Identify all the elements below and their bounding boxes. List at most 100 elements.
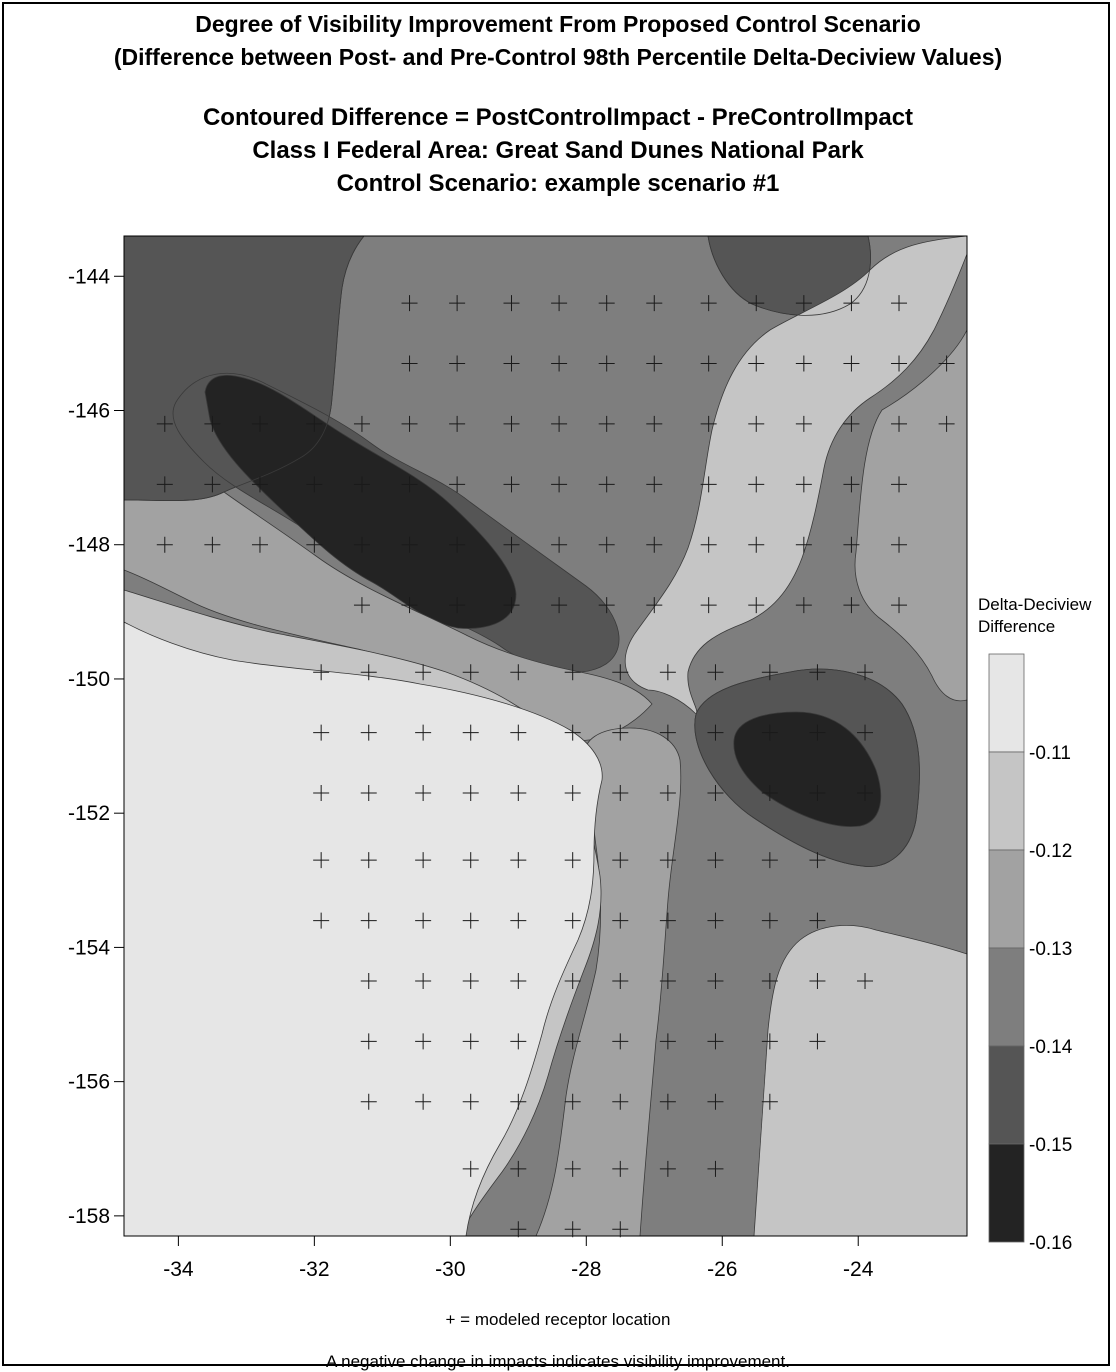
receptor-marker (598, 476, 615, 493)
footnote: A negative change in impacts indicates v… (326, 1352, 790, 1371)
legend-level-label: -0.12 (1029, 841, 1072, 862)
x-tick-label: -24 (843, 1258, 874, 1281)
legend-swatch (988, 751, 1025, 851)
receptor-marker (503, 355, 520, 372)
receptor-marker (449, 536, 466, 553)
receptor-marker (449, 597, 466, 614)
receptor-marker (795, 597, 812, 614)
receptor-marker (313, 664, 330, 681)
receptor-marker (360, 912, 377, 929)
receptor-marker (795, 355, 812, 372)
receptor-marker (564, 852, 581, 869)
receptor-marker (510, 972, 527, 989)
subtitle-line-3: Control Scenario: example scenario #1 (336, 170, 780, 197)
receptor-marker (510, 1221, 527, 1238)
receptor-marker (415, 664, 432, 681)
receptor-marker (891, 355, 908, 372)
receptor-marker (462, 1093, 479, 1110)
receptor-marker (707, 724, 724, 741)
receptor-marker (598, 295, 615, 312)
receptor-marker (843, 536, 860, 553)
subtitle-line-2: Class I Federal Area: Great Sand Dunes N… (252, 137, 864, 164)
contour-band (624, 236, 967, 715)
receptor-marker (857, 972, 874, 989)
receptor-marker (510, 1093, 527, 1110)
receptor-marker (415, 724, 432, 741)
receptor-marker (401, 295, 418, 312)
receptor-marker (748, 476, 765, 493)
receptor-marker (251, 415, 268, 432)
receptor-marker (462, 912, 479, 929)
receptor-marker (700, 295, 717, 312)
receptor-marker (360, 1033, 377, 1050)
receptor-marker (415, 852, 432, 869)
receptor-marker (795, 415, 812, 432)
receptor-marker (646, 295, 663, 312)
receptor-marker (748, 295, 765, 312)
receptor-marker (659, 852, 676, 869)
receptor-marker (843, 597, 860, 614)
receptor-marker (360, 972, 377, 989)
receptor-marker (598, 355, 615, 372)
receptor-marker (564, 1221, 581, 1238)
receptor-marker (415, 912, 432, 929)
receptor-marker (748, 597, 765, 614)
receptor-marker (857, 664, 874, 681)
receptor-marker (748, 355, 765, 372)
legend-title-line: Difference (978, 617, 1055, 636)
legend: Delta-Deciview Difference -0.11 -0.12 -0.13 -… (978, 595, 1092, 1254)
receptor-marker (761, 972, 778, 989)
receptor-marker (891, 415, 908, 432)
receptor-marker (707, 1160, 724, 1177)
receptor-marker (353, 476, 370, 493)
receptor-marker (891, 476, 908, 493)
contour-band (124, 621, 603, 1236)
plot-border (123, 235, 968, 1237)
receptor-marker (510, 664, 527, 681)
receptor-marker (700, 476, 717, 493)
receptor-marker (761, 1093, 778, 1110)
receptor-marker (551, 295, 568, 312)
receptor-marker (761, 912, 778, 929)
receptor-marker (612, 724, 629, 741)
receptor-marker (761, 724, 778, 741)
receptor-marker (360, 664, 377, 681)
receptor-marker (415, 1093, 432, 1110)
subtitle-line-1: Contoured Difference = PostControlImpact… (202, 104, 914, 131)
x-tick-label: -34 (163, 1258, 194, 1281)
x-tick-label: -26 (707, 1258, 737, 1281)
receptor-marker (503, 597, 520, 614)
receptor-marker (503, 415, 520, 432)
y-tick-label: -156 (68, 1071, 110, 1094)
receptor-marker (462, 972, 479, 989)
receptor-marker (659, 972, 676, 989)
receptor-marker (564, 664, 581, 681)
x-tick-label: -28 (571, 1258, 601, 1281)
receptor-marker (938, 415, 955, 432)
receptor-marker (598, 415, 615, 432)
receptor-marker (564, 1160, 581, 1177)
receptor-marker (564, 785, 581, 802)
receptor-marker (612, 1093, 629, 1110)
receptor-marker (462, 1160, 479, 1177)
receptor-marker (646, 415, 663, 432)
y-tick-label: -148 (68, 534, 110, 557)
receptor-marker (748, 536, 765, 553)
receptor-marker (598, 536, 615, 553)
receptor-marker (809, 785, 826, 802)
receptor-marker (415, 972, 432, 989)
receptor-marker (449, 355, 466, 372)
receptor-marker (510, 1160, 527, 1177)
receptor-marker (449, 295, 466, 312)
receptor-marker (313, 852, 330, 869)
receptor-marker (891, 295, 908, 312)
receptor-marker (313, 912, 330, 929)
receptor-marker (707, 852, 724, 869)
receptor-marker (156, 536, 173, 553)
receptor-marker (612, 664, 629, 681)
receptor-marker (462, 785, 479, 802)
receptor-marker (748, 415, 765, 432)
receptor-marker (204, 476, 221, 493)
